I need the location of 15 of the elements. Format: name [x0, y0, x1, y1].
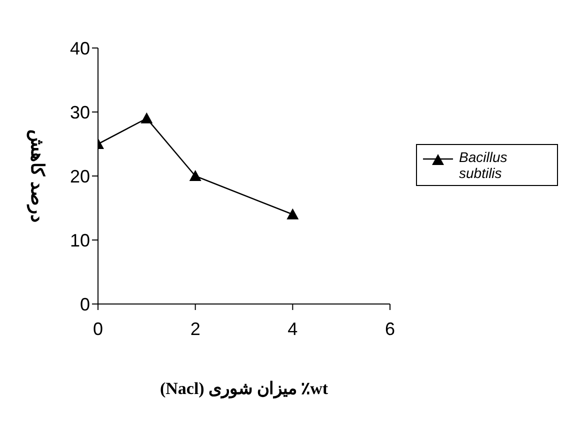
- y-axis-title: درصد کاهش: [26, 129, 48, 223]
- point: [189, 170, 202, 181]
- y-tick-label: 40: [70, 38, 90, 58]
- point: [140, 112, 153, 124]
- legend-label: Bacillus subtilis: [459, 149, 508, 181]
- y-tick-label: 30: [70, 102, 90, 122]
- y-tick-label: 20: [70, 166, 90, 186]
- x-axis-title: wt٪ میزان شوری (Nacl): [160, 379, 328, 399]
- x-tick-label: 6: [384, 318, 396, 339]
- y-tick-label: 10: [70, 230, 90, 250]
- x-tick-label: 0: [92, 318, 104, 339]
- x-tick-label: 4: [288, 318, 298, 339]
- point: [286, 208, 299, 220]
- y-tick-label: 0: [80, 294, 90, 314]
- x-tick-label: 2: [190, 318, 200, 339]
